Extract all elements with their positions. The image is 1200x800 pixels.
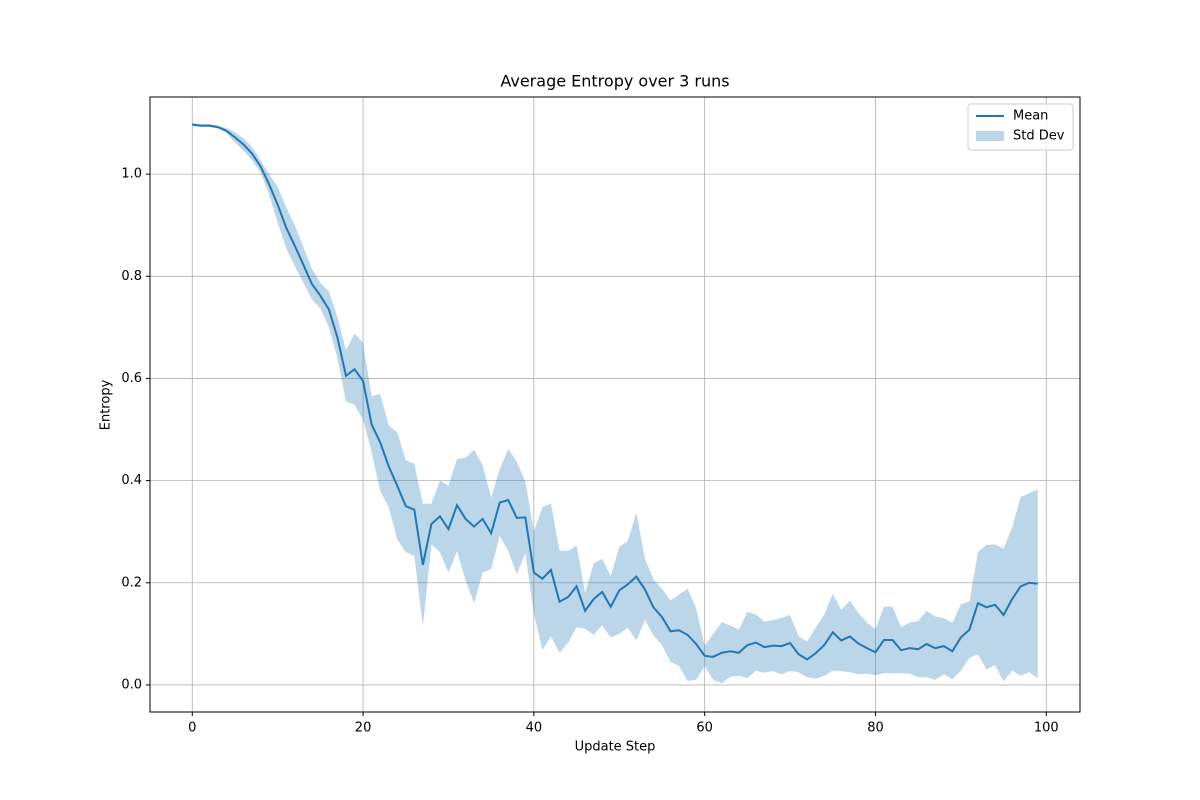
x-tick-label: 60: [696, 721, 713, 736]
legend-label: Std Dev: [1013, 129, 1065, 144]
y-tick-label: 0.8: [121, 269, 142, 284]
std-band: [192, 123, 1038, 684]
chart-title: Average Entropy over 3 runs: [500, 72, 729, 91]
y-tick-label: 0.6: [121, 371, 142, 386]
y-tick-label: 0.2: [121, 575, 142, 590]
x-tick-label: 80: [867, 721, 884, 736]
y-tick-label: 0.4: [121, 473, 142, 488]
y-tick-label: 0.0: [121, 677, 142, 692]
x-tick-label: 20: [355, 721, 372, 736]
legend-patch: [976, 131, 1004, 141]
x-axis-label: Update Step: [575, 740, 656, 755]
y-tick-label: 1.0: [121, 167, 142, 182]
x-tick-label: 100: [1034, 721, 1059, 736]
y-axis-label: Entropy: [99, 379, 114, 430]
x-tick-label: 40: [526, 721, 543, 736]
x-tick-label: 0: [188, 721, 196, 736]
plot-frame: [149, 96, 1081, 713]
legend-label: Mean: [1013, 109, 1048, 124]
mean-line: [192, 123, 1038, 661]
